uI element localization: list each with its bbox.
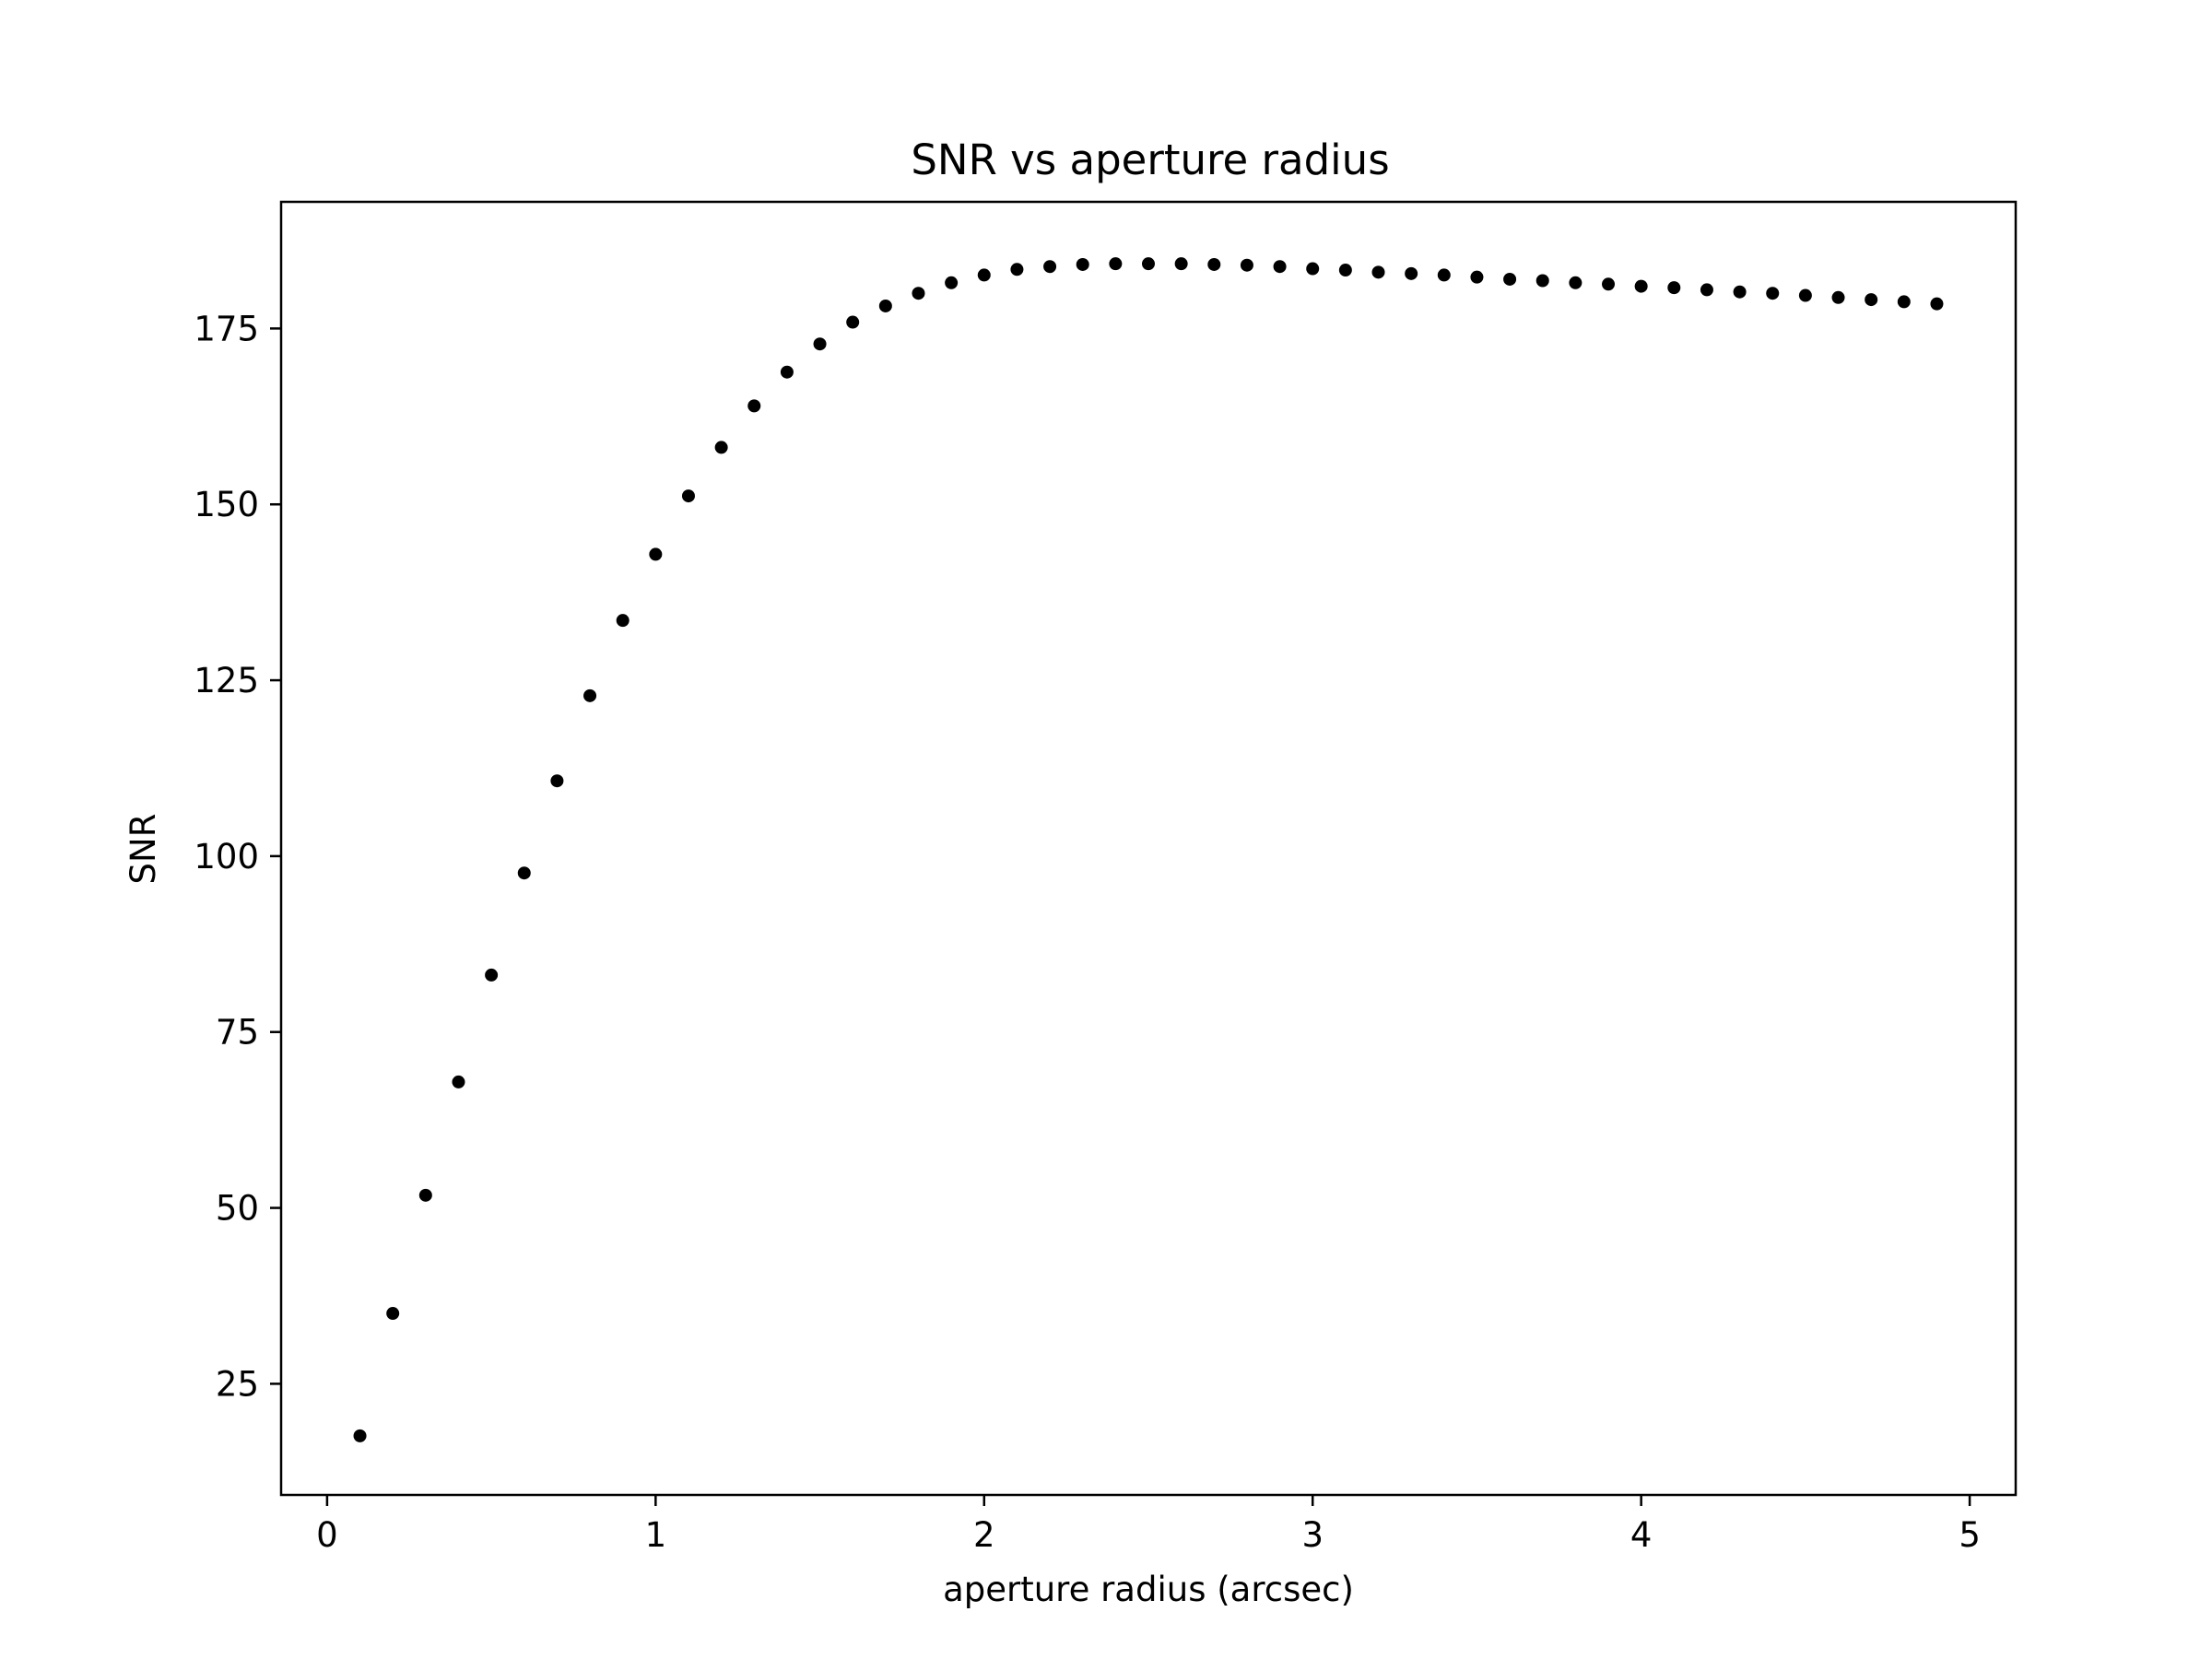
x-axis-ticks: 0 1 2 3 4 5 [316, 1495, 1981, 1555]
data-point [681, 489, 695, 503]
y-tick-label: 150 [194, 485, 259, 524]
data-point [1930, 297, 1944, 311]
y-axis-label: SNR [124, 814, 163, 885]
x-axis-label: aperture radius (arcsec) [943, 1570, 1354, 1609]
data-point [550, 774, 564, 788]
data-point [1897, 295, 1911, 309]
data-point [1865, 293, 1878, 307]
data-point [1503, 272, 1517, 286]
data-point [846, 315, 860, 329]
x-tick-label: 1 [645, 1515, 667, 1555]
data-point [452, 1075, 465, 1088]
data-point [1470, 270, 1484, 284]
data-point [1240, 258, 1253, 272]
x-tick-label: 4 [1630, 1515, 1653, 1555]
y-tick-label: 100 [194, 837, 259, 877]
data-point [1371, 265, 1385, 279]
data-point [353, 1429, 367, 1442]
plot-frame [279, 200, 2018, 1497]
y-tick-label: 25 [216, 1364, 259, 1404]
data-point [813, 337, 827, 351]
data-point [386, 1307, 400, 1321]
data-point [1273, 260, 1287, 274]
x-tick-label: 3 [1301, 1515, 1324, 1555]
chart-title: SNR vs aperture radius [911, 135, 1389, 184]
data-point [780, 365, 794, 379]
data-point [1602, 277, 1616, 291]
y-tick-label: 125 [194, 661, 259, 700]
data-point [945, 276, 959, 289]
data-point [1437, 268, 1451, 282]
x-tick-label: 5 [1959, 1515, 1981, 1555]
data-point [1207, 257, 1221, 271]
y-axis-ticks: 25 50 75 100 125 150 175 [194, 309, 281, 1404]
data-point [1174, 257, 1188, 271]
plot-marks [353, 257, 1944, 1442]
y-tick-label: 175 [194, 309, 259, 348]
data-point [1043, 260, 1057, 274]
data-point [1766, 287, 1780, 300]
data-point [418, 1188, 432, 1202]
data-point [1700, 283, 1713, 297]
data-point [1306, 262, 1320, 276]
data-point [912, 287, 925, 300]
data-point [878, 299, 892, 312]
data-point [583, 688, 597, 702]
data-point [485, 968, 499, 982]
data-point [1733, 285, 1747, 299]
x-tick-label: 0 [316, 1515, 338, 1555]
data-point [1109, 257, 1123, 271]
data-point [1831, 290, 1845, 304]
y-tick-label: 50 [216, 1189, 259, 1229]
data-point [714, 441, 728, 454]
data-point [1010, 263, 1024, 276]
data-point [616, 614, 629, 628]
data-point [1338, 264, 1352, 277]
x-tick-label: 2 [973, 1515, 995, 1555]
data-point [1142, 257, 1155, 271]
data-point [1076, 257, 1089, 271]
data-point [1798, 288, 1812, 302]
data-point [1405, 266, 1418, 280]
data-point [1667, 281, 1681, 295]
data-point [1634, 279, 1648, 293]
y-tick-label: 75 [216, 1013, 259, 1053]
data-point [1569, 276, 1583, 289]
data-point [649, 547, 663, 561]
data-point [517, 866, 531, 880]
data-point [1535, 274, 1549, 288]
data-point [747, 399, 761, 413]
data-point [977, 268, 991, 282]
